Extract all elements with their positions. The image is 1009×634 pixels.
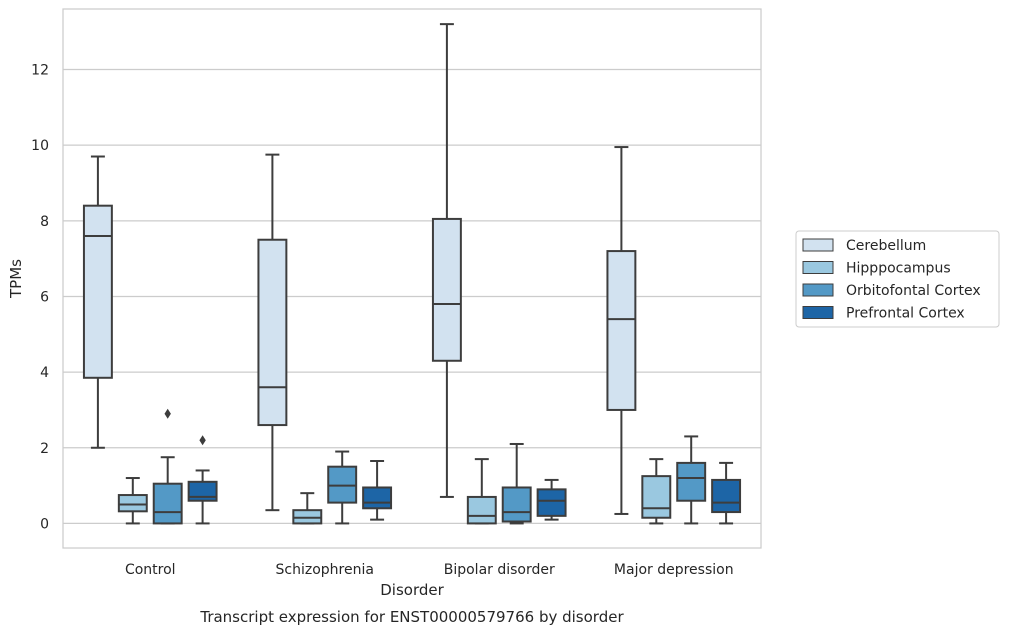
box-1-0	[257, 153, 288, 512]
box-body	[362, 486, 393, 510]
x-tick-label: Bipolar disorder	[444, 562, 555, 578]
box-body	[431, 217, 462, 362]
legend-label: Cerebellum	[846, 238, 926, 254]
y-tick-label: 12	[31, 63, 49, 79]
box-3-3	[711, 461, 742, 525]
box-3-2	[676, 435, 707, 525]
y-tick-label: 10	[31, 138, 49, 154]
box-body	[711, 478, 742, 514]
box-2-2	[501, 442, 532, 525]
legend-swatch	[802, 283, 834, 297]
box-2-3	[536, 478, 567, 521]
y-tick-labels: 0 2 4 6 8 10 12	[31, 63, 49, 533]
x-axis-label: Disorder	[380, 581, 444, 599]
box-body	[466, 495, 497, 525]
y-tick-label: 0	[40, 516, 49, 532]
legend-label: Orbitofontal Cortex	[846, 283, 981, 299]
box-3-1	[641, 458, 672, 525]
box-1-2	[327, 450, 358, 525]
box-body	[117, 494, 148, 513]
y-axis-label: TPMs	[7, 259, 25, 299]
box-body	[501, 486, 532, 523]
box-body	[676, 461, 707, 502]
plot-frame	[62, 8, 762, 549]
box-body	[152, 482, 183, 525]
box-body	[606, 250, 637, 411]
legend-swatch	[802, 261, 834, 274]
x-tick-label: Control	[125, 562, 176, 578]
box-body	[641, 475, 672, 519]
chart-caption: Transcript expression for ENST0000057976…	[199, 608, 624, 626]
legend: Cerebellum Hipppocampus Orbitofontal Corte…	[795, 230, 1000, 328]
outlier-point	[164, 408, 171, 419]
x-tick-label: Schizophrenia	[276, 562, 374, 578]
legend-swatch	[802, 238, 834, 252]
box-0-2	[152, 408, 183, 525]
legend-label: Prefrontal Cortex	[846, 306, 965, 322]
legend-swatch	[802, 306, 834, 319]
box-0-3	[187, 435, 218, 525]
box-series	[82, 23, 742, 525]
box-2-0	[431, 23, 462, 498]
box-2-1	[466, 458, 497, 525]
box-1-1	[292, 492, 323, 525]
box-body	[82, 204, 113, 379]
box-1-3	[362, 460, 393, 521]
legend-frame	[795, 230, 1000, 328]
y-tick-label: 2	[40, 441, 49, 457]
legend-label: Hipppocampus	[846, 261, 951, 277]
y-tick-label: 8	[40, 214, 49, 230]
y-tick-label: 4	[40, 365, 49, 381]
box-body	[536, 488, 567, 517]
box-0-1	[117, 477, 148, 525]
x-tick-labels: Control Schizophrenia Bipolar disorder Majo…	[125, 562, 734, 578]
outlier-point	[199, 435, 206, 446]
x-tick-label: Major depression	[614, 562, 734, 578]
y-tick-label: 6	[40, 289, 49, 305]
box-body	[257, 238, 288, 427]
box-0-0	[82, 155, 113, 449]
box-3-0	[606, 146, 637, 515]
